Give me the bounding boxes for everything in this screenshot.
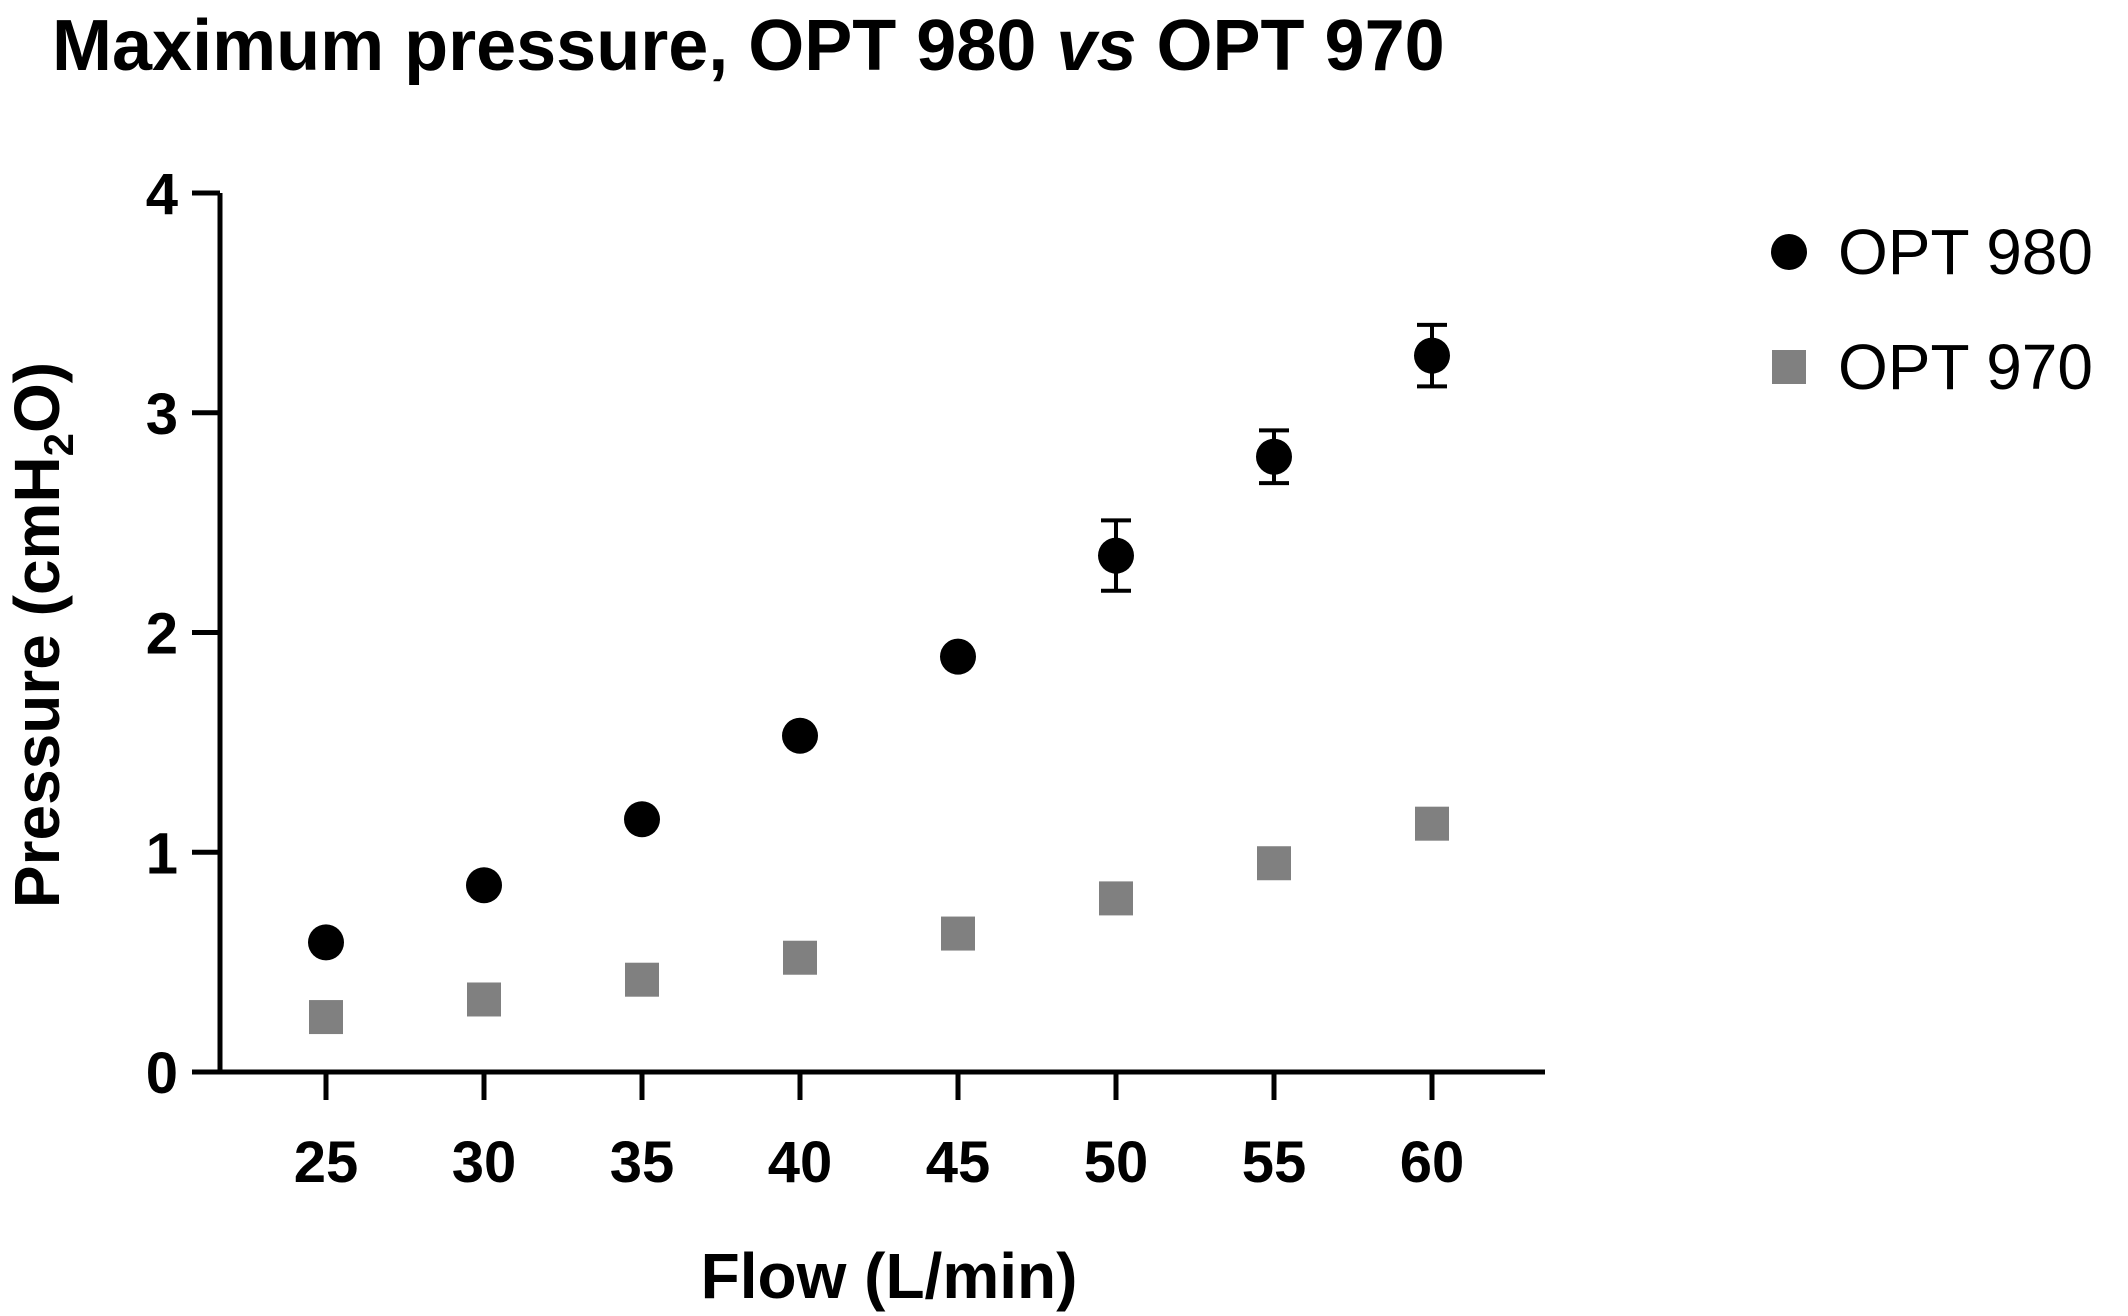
y-axis-label: Pressure (cmH2O) <box>1 362 82 908</box>
x-tick-label: 55 <box>1242 1130 1307 1195</box>
x-tick-label: 45 <box>926 1130 991 1195</box>
chart-title: Maximum pressure, OPT 980 vs OPT 970 <box>52 6 1445 86</box>
legend-label-opt-980: OPT 980 <box>1838 216 2093 288</box>
x-tick-label: 60 <box>1400 1130 1465 1195</box>
data-marks <box>308 322 1450 1035</box>
axes <box>217 193 1545 1075</box>
x-tick-label: 50 <box>1084 1130 1149 1195</box>
y-tick-label: 3 <box>146 382 178 447</box>
point-opt-970 <box>1415 806 1449 841</box>
point-opt-970 <box>467 982 501 1017</box>
y-tick-label: 0 <box>146 1041 178 1106</box>
y-tick-label: 1 <box>146 821 178 886</box>
point-opt-970 <box>783 940 817 975</box>
point-opt-980 <box>308 924 344 961</box>
point-opt-970 <box>625 962 659 997</box>
x-axis-ticks: 25 30 35 40 45 50 55 60 <box>294 1072 1465 1195</box>
point-opt-980 <box>1256 438 1292 475</box>
point-opt-980 <box>940 638 976 675</box>
point-opt-980 <box>466 867 502 904</box>
x-axis-label: Flow (L/min) <box>701 1240 1078 1312</box>
point-opt-970 <box>1099 881 1133 916</box>
legend-marker-opt-980 <box>1771 234 1807 270</box>
x-tick-label: 40 <box>768 1130 833 1195</box>
x-tick-label: 30 <box>452 1130 517 1195</box>
x-tick-label: 35 <box>610 1130 675 1195</box>
legend-label-opt-970: OPT 970 <box>1838 331 2093 403</box>
point-opt-970 <box>941 916 975 951</box>
y-tick-label: 2 <box>146 602 178 667</box>
point-opt-980 <box>782 717 818 754</box>
point-opt-970 <box>1257 846 1291 881</box>
y-axis-ticks: 0 1 2 3 4 <box>146 162 220 1106</box>
point-opt-980 <box>624 801 660 838</box>
y-tick-label: 4 <box>146 162 178 227</box>
legend-marker-opt-970 <box>1772 350 1806 384</box>
legend: OPT 980 OPT 970 <box>1771 216 2093 403</box>
x-tick-label: 25 <box>294 1130 359 1195</box>
point-opt-970 <box>309 1000 343 1035</box>
point-opt-980 <box>1098 537 1134 574</box>
point-opt-980 <box>1414 337 1450 374</box>
